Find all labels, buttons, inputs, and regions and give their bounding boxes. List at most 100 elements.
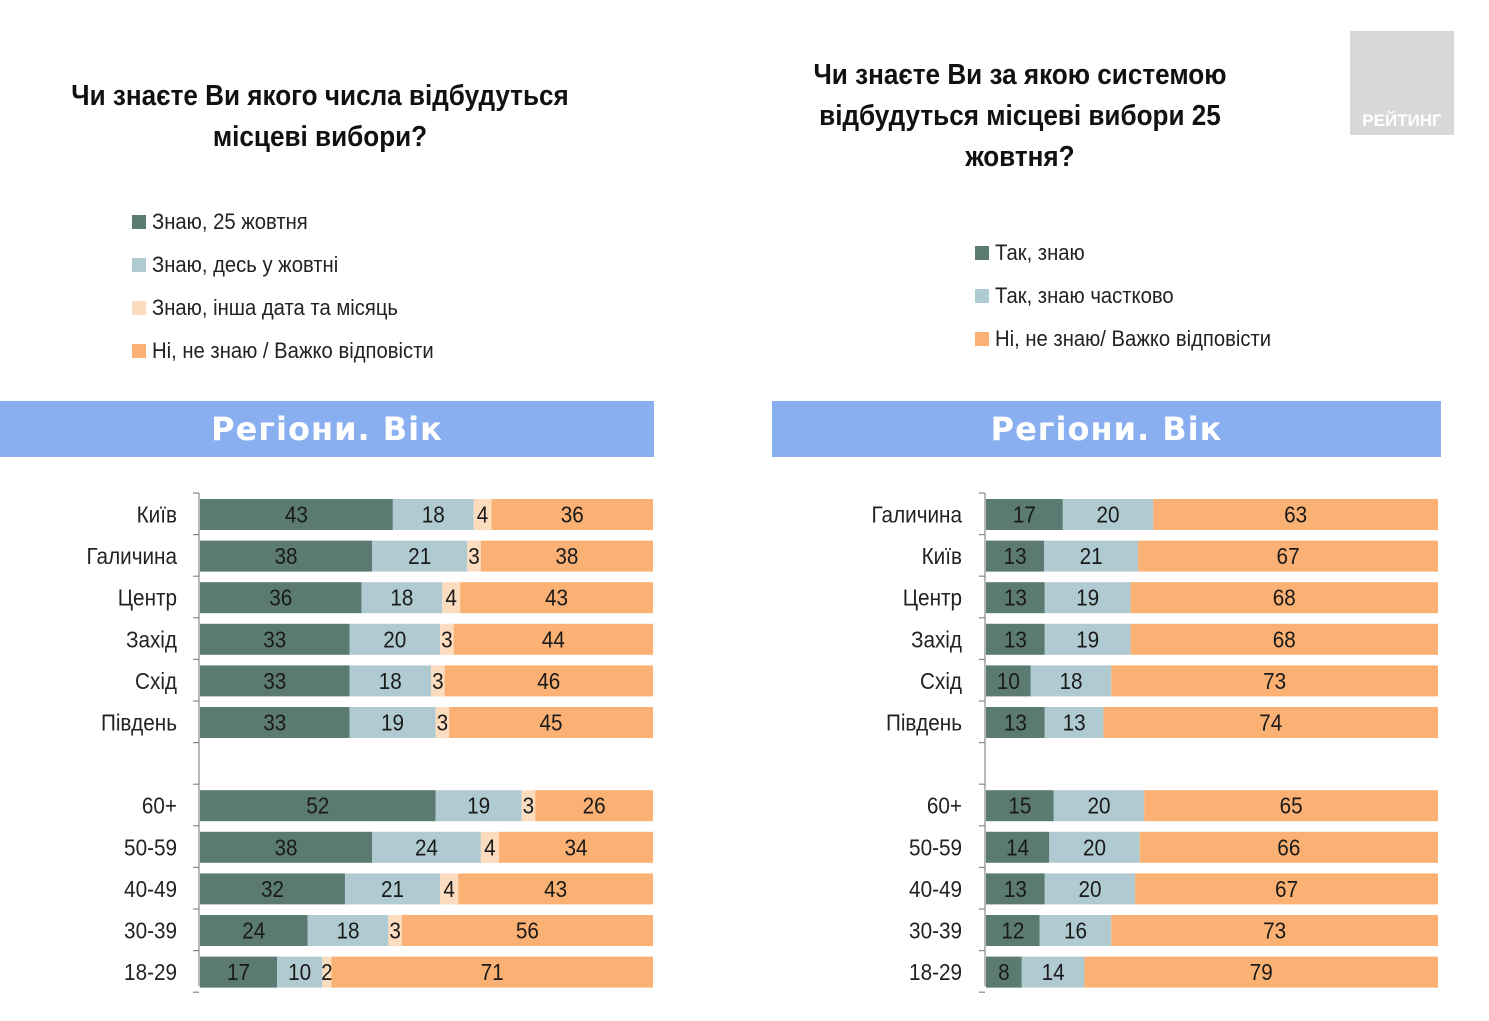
bar-segment bbox=[535, 790, 653, 822]
bar-segment bbox=[200, 540, 373, 572]
category-label: 30-39 bbox=[124, 917, 177, 943]
bar-segment bbox=[200, 707, 350, 738]
data-label: 34 bbox=[564, 834, 587, 860]
legend-item: Так, знаю bbox=[975, 231, 1295, 274]
bar-segment bbox=[200, 831, 373, 863]
bar-segment bbox=[372, 831, 481, 863]
left-title-line-2: місцеві вибори? bbox=[212, 121, 428, 153]
bar-segment bbox=[467, 540, 481, 572]
data-label: 13 bbox=[1004, 626, 1027, 652]
data-label: 45 bbox=[540, 709, 563, 735]
data-label: 20 bbox=[1097, 501, 1120, 527]
data-label: 8 bbox=[998, 959, 1010, 985]
bar-segment bbox=[986, 707, 1045, 738]
bar-segment bbox=[986, 873, 1045, 905]
category-label: Центр bbox=[118, 585, 177, 611]
bar-segment bbox=[200, 915, 308, 946]
data-label: 12 bbox=[1001, 917, 1024, 943]
data-label: 15 bbox=[1008, 793, 1031, 819]
data-label: 44 bbox=[542, 626, 565, 652]
data-label: 33 bbox=[263, 709, 286, 735]
legend-swatch-pale-peach bbox=[132, 300, 146, 315]
data-label: 43 bbox=[545, 585, 568, 611]
right-title-line-2: відбудуться місцеві вибори 25 bbox=[819, 100, 1221, 132]
data-label: 32 bbox=[261, 876, 284, 902]
data-label: 24 bbox=[242, 917, 265, 943]
data-label: 4 bbox=[477, 501, 489, 527]
logo-text: РЕЙТИНГ bbox=[1362, 111, 1442, 130]
category-label: Захід bbox=[911, 626, 962, 652]
bar-segment bbox=[349, 665, 432, 697]
data-label: 18 bbox=[390, 585, 413, 611]
data-label: 33 bbox=[263, 626, 286, 652]
category-label: 60+ bbox=[927, 793, 962, 819]
category-label: Захід bbox=[126, 626, 177, 652]
bar-segment bbox=[1039, 915, 1112, 946]
category-label: Галичина bbox=[872, 501, 963, 527]
data-label: 21 bbox=[1080, 543, 1103, 569]
bar-segment bbox=[1053, 790, 1145, 822]
category-label: 50-59 bbox=[124, 834, 177, 860]
data-label: 13 bbox=[1063, 709, 1086, 735]
data-label: 3 bbox=[441, 626, 453, 652]
left-title-line-1: Чи знаєте Ви якого числа відбудуться bbox=[71, 80, 569, 112]
legend-label: Знаю, інша дата та місяць bbox=[152, 294, 398, 320]
category-label: 60+ bbox=[142, 793, 177, 819]
data-label: 79 bbox=[1250, 959, 1273, 985]
bar-segment bbox=[435, 707, 450, 738]
bar-segment bbox=[1044, 623, 1131, 655]
data-label: 18 bbox=[379, 668, 402, 694]
legend-label: Так, знаю частково bbox=[995, 282, 1174, 308]
category-label: Центр bbox=[903, 585, 962, 611]
bar-segment bbox=[986, 665, 1031, 697]
left-legend: Знаю, 25 жовтня Знаю, десь у жовтні Знаю… bbox=[132, 200, 458, 372]
legend-swatch-light-blue bbox=[975, 288, 989, 303]
legend-label: Знаю, 25 жовтня bbox=[152, 208, 308, 234]
data-label: 4 bbox=[445, 585, 457, 611]
bar-segment bbox=[401, 915, 653, 946]
category-label: Південь bbox=[886, 709, 962, 735]
data-label: 13 bbox=[1004, 585, 1027, 611]
data-label: 19 bbox=[1076, 585, 1099, 611]
bar-segment bbox=[986, 915, 1040, 946]
bar-segment bbox=[1062, 499, 1154, 530]
bar-segment bbox=[1044, 873, 1136, 905]
bar-segment bbox=[986, 831, 1050, 863]
data-label: 19 bbox=[467, 793, 490, 819]
data-label: 63 bbox=[1284, 501, 1307, 527]
bar-segment bbox=[986, 790, 1054, 822]
data-label: 74 bbox=[1259, 709, 1282, 735]
bar-segment bbox=[440, 873, 459, 905]
right-title-line-1: Чи знаєте Ви за якою системою bbox=[813, 59, 1227, 91]
data-label: 20 bbox=[383, 626, 406, 652]
data-label: 10 bbox=[997, 668, 1020, 694]
legend-item: Ні, не знаю/ Важко відповісти bbox=[975, 317, 1295, 360]
data-label: 21 bbox=[381, 876, 404, 902]
data-label: 16 bbox=[1064, 917, 1087, 943]
bar-segment bbox=[200, 790, 436, 822]
bar-segment bbox=[473, 499, 492, 530]
legend-item: Ні, не знаю / Важко відповісти bbox=[132, 329, 458, 372]
bar-segment bbox=[1103, 707, 1438, 738]
bar-segment bbox=[453, 623, 653, 655]
legend-swatch-light-blue bbox=[132, 257, 146, 272]
data-label: 4 bbox=[484, 834, 496, 860]
category-label: Південь bbox=[101, 709, 177, 735]
category-label: 18-29 bbox=[909, 959, 962, 985]
data-label: 26 bbox=[583, 793, 606, 819]
bar-segment bbox=[1139, 831, 1438, 863]
data-label: 13 bbox=[1004, 876, 1027, 902]
legend-swatch-dark-green bbox=[975, 245, 989, 260]
bar-segment bbox=[200, 956, 278, 988]
bar-segment bbox=[986, 956, 1022, 988]
bar-segment bbox=[1144, 790, 1438, 822]
bar-segment bbox=[498, 831, 653, 863]
data-label: 73 bbox=[1263, 668, 1286, 694]
bar-segment bbox=[431, 665, 445, 697]
data-label: 71 bbox=[481, 959, 504, 985]
bar-segment bbox=[444, 665, 653, 697]
bar-segment bbox=[442, 582, 461, 614]
data-label: 18 bbox=[422, 501, 445, 527]
bar-segment bbox=[986, 623, 1045, 655]
